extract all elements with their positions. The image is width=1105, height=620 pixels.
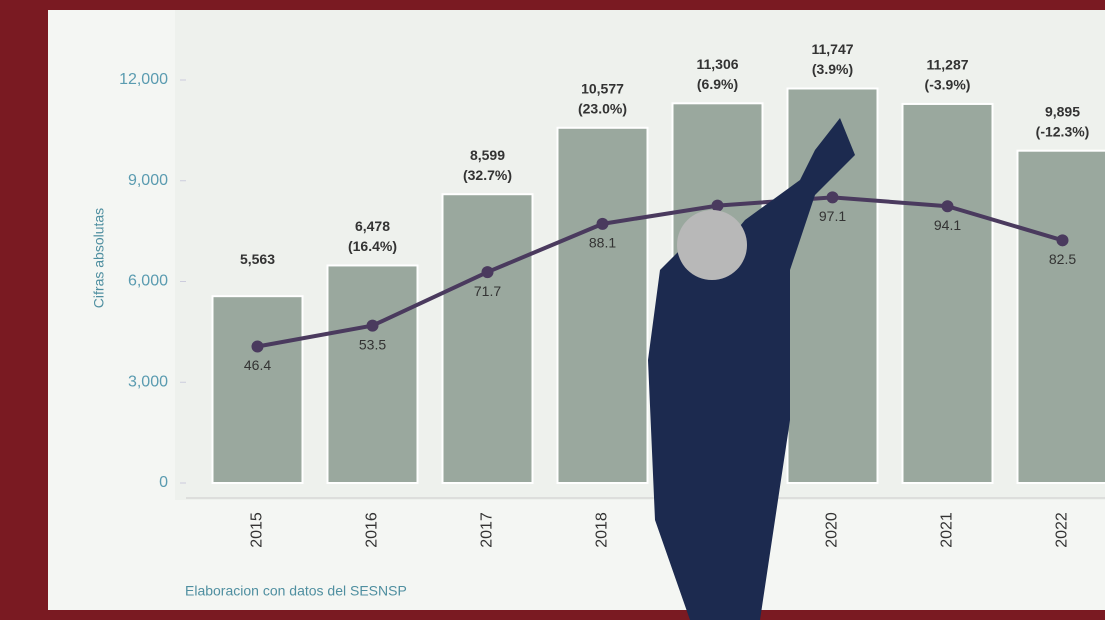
line-value-label: 88.1 xyxy=(589,235,616,251)
bar-change-label: (23.0%) xyxy=(578,100,627,116)
y-tick-label: 9,000 xyxy=(128,172,168,189)
bar-value-label: 11,747 xyxy=(811,41,853,57)
line-point xyxy=(826,191,839,204)
bar xyxy=(326,264,419,484)
line-value-label: 97.1 xyxy=(819,208,846,224)
bar-value-label: 5,563 xyxy=(240,251,275,267)
y-tick-label: 3,000 xyxy=(128,373,168,390)
line-point xyxy=(1056,234,1069,247)
x-tick-label: 2020 xyxy=(824,512,841,548)
bar-value-label: 6,478 xyxy=(355,218,390,234)
bar-change-label: (16.4%) xyxy=(348,238,397,254)
line-point xyxy=(711,199,724,212)
bar xyxy=(441,193,534,484)
x-tick-label: 2022 xyxy=(1054,512,1071,548)
y-tick-label: 6,000 xyxy=(128,273,168,290)
line-point xyxy=(481,266,494,279)
line-value-label: 53.5 xyxy=(359,336,386,352)
bar xyxy=(901,102,994,484)
x-tick-label: 2017 xyxy=(479,512,496,548)
x-tick-label: 2018 xyxy=(594,512,611,548)
line-point xyxy=(941,200,954,213)
bar-value-label: 9,895 xyxy=(1045,103,1080,119)
bar xyxy=(211,295,304,484)
line-point xyxy=(251,340,264,353)
line-value-label: 71.7 xyxy=(474,283,501,299)
line-value-label: 82.5 xyxy=(1049,251,1076,267)
x-tick-label: 2016 xyxy=(364,512,381,548)
line-point xyxy=(596,217,609,230)
bar-change-label: (3.9%) xyxy=(812,61,853,77)
line xyxy=(257,195,1064,349)
bar-value-label: 11,306 xyxy=(696,56,738,72)
x-tick-label: 2021 xyxy=(939,512,956,548)
x-tick-label: 2015 xyxy=(249,512,266,548)
bar-change-label: (32.7%) xyxy=(463,167,512,183)
y-tick-label: 0 xyxy=(159,474,168,491)
y-axis-title: Cifras absolutas xyxy=(91,208,107,308)
line-point xyxy=(366,319,379,332)
bar-value-label: 8,599 xyxy=(470,147,505,163)
bar xyxy=(1016,149,1105,485)
line-value-label: 46.4 xyxy=(244,357,271,373)
y-tick-label: 12,000 xyxy=(119,71,168,88)
presenter-head xyxy=(677,210,747,280)
bar-change-label: (-3.9%) xyxy=(925,77,971,93)
line-value-label: 94.1 xyxy=(934,217,961,233)
bar xyxy=(556,126,649,484)
bar-value-label: 11,287 xyxy=(926,57,968,73)
bar-change-label: (-12.3%) xyxy=(1036,123,1090,139)
bar-value-label: 10,577 xyxy=(581,80,624,96)
bar-change-label: (6.9%) xyxy=(697,76,738,92)
source-note: Elaboracion con datos del SESNSP xyxy=(185,583,407,599)
